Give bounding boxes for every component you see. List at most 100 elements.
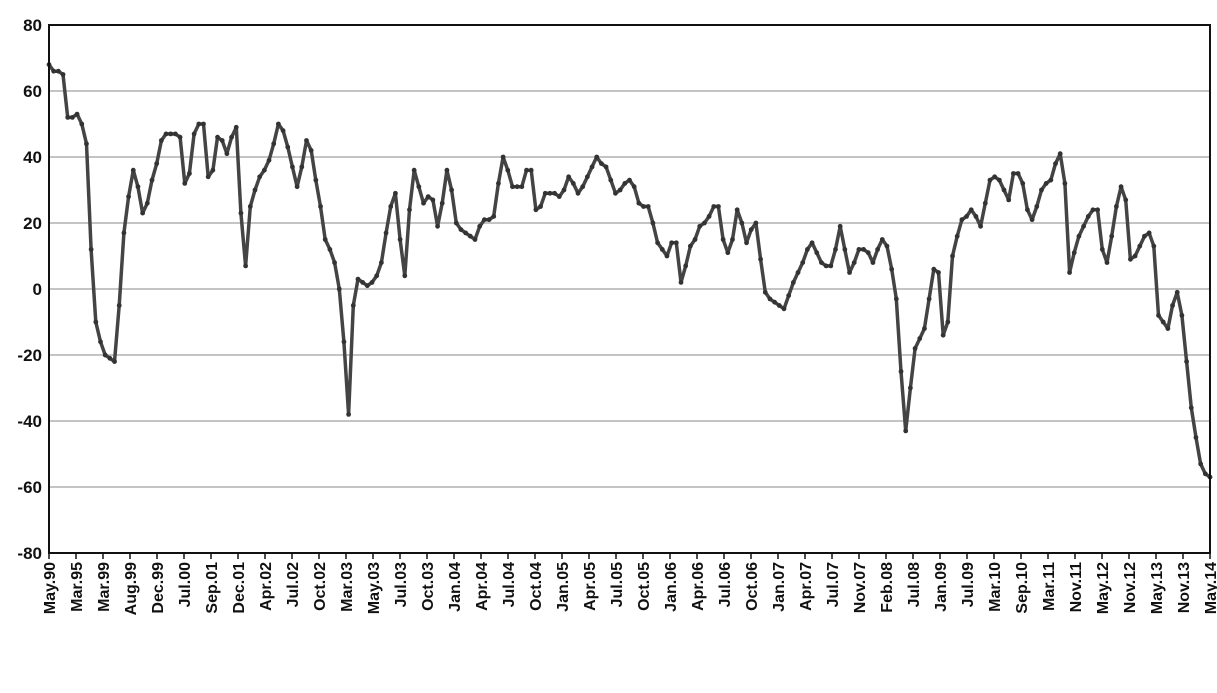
data-point	[243, 263, 249, 269]
grid-lines	[49, 90, 1210, 488]
data-point	[158, 138, 164, 143]
data-point	[837, 223, 843, 229]
data-point	[650, 220, 656, 226]
data-point	[561, 187, 567, 193]
data-point	[992, 174, 998, 180]
x-tick-label: Jan.07	[771, 562, 788, 612]
data-point	[655, 240, 660, 246]
data-point	[870, 260, 876, 265]
data-point	[70, 115, 75, 120]
data-point	[472, 237, 478, 242]
x-tick-label: Oct.04	[528, 562, 545, 611]
data-point	[210, 167, 216, 173]
data-point	[819, 260, 824, 265]
data-point	[318, 204, 323, 209]
data-point	[725, 250, 731, 256]
data-point	[425, 194, 431, 200]
data-point	[1151, 243, 1157, 249]
data-point	[219, 138, 225, 143]
data-point	[1156, 313, 1161, 318]
data-point	[378, 260, 384, 265]
data-point	[411, 167, 417, 173]
data-point	[603, 164, 609, 170]
data-point	[285, 144, 291, 150]
data-point	[687, 243, 693, 249]
data-point	[1109, 233, 1115, 239]
data-point	[1174, 289, 1180, 295]
data-point	[60, 72, 66, 77]
data-point	[271, 141, 277, 147]
data-point	[898, 369, 904, 374]
data-point	[556, 194, 562, 200]
data-point	[781, 306, 787, 312]
data-point	[1146, 230, 1152, 236]
data-point	[397, 237, 403, 242]
data-point	[453, 220, 459, 226]
data-point	[458, 227, 464, 233]
x-tick-label: Jul.07	[825, 562, 842, 607]
x-tick-label: Nov.11	[1068, 562, 1085, 613]
data-point	[112, 359, 117, 364]
data-point	[172, 131, 178, 137]
data-point	[861, 247, 866, 252]
data-point	[407, 207, 412, 213]
data-point	[1142, 233, 1147, 239]
x-tick-label: Dec.99	[150, 562, 167, 614]
data-point	[730, 237, 735, 242]
data-point	[851, 260, 857, 265]
data-point	[364, 283, 370, 289]
data-point	[659, 247, 665, 252]
data-point	[978, 223, 984, 229]
data-point	[636, 200, 642, 206]
data-point	[734, 207, 740, 213]
x-tick-label: Oct.03	[420, 562, 437, 611]
data-point	[669, 240, 675, 246]
x-tick-label: Nov.12	[1122, 562, 1139, 613]
data-point	[304, 138, 309, 143]
data-point	[542, 190, 548, 196]
data-point	[519, 184, 525, 190]
data-point	[257, 174, 263, 180]
data-point	[524, 167, 529, 173]
data-point	[926, 296, 932, 302]
x-tick-label: Jan.04	[447, 562, 464, 612]
data-point	[692, 237, 698, 242]
data-point	[954, 233, 960, 239]
x-tick-label: Apr.06	[690, 562, 707, 611]
x-tick-label: Jul.05	[609, 562, 626, 607]
data-point	[762, 289, 768, 295]
data-point	[374, 273, 380, 279]
data-point	[130, 167, 136, 173]
data-point	[74, 111, 80, 117]
data-point	[996, 177, 1002, 183]
x-tick-label: Jul.04	[501, 562, 518, 607]
data-point	[1095, 207, 1101, 213]
data-point	[893, 296, 899, 302]
data-point	[804, 247, 810, 252]
data-point	[1062, 181, 1068, 186]
data-point	[1067, 270, 1072, 275]
data-point	[987, 177, 993, 183]
data-point	[332, 260, 337, 265]
data-point	[748, 227, 754, 233]
data-point	[959, 217, 965, 223]
data-point	[191, 131, 197, 137]
data-point	[369, 280, 375, 285]
data-point	[1076, 233, 1082, 239]
data-point	[716, 204, 721, 209]
data-point	[641, 204, 646, 209]
data-point	[187, 171, 192, 176]
data-point	[79, 121, 85, 127]
x-tick-label: Jan.05	[555, 562, 572, 612]
data-point	[430, 197, 436, 203]
data-point	[1118, 184, 1124, 190]
data-point	[201, 121, 206, 127]
data-point	[1029, 217, 1035, 223]
data-point	[697, 223, 703, 229]
data-point	[1128, 256, 1133, 262]
data-point	[177, 134, 183, 140]
data-point	[98, 339, 103, 345]
data-point	[477, 223, 483, 229]
data-point	[205, 174, 211, 180]
data-point	[1034, 204, 1040, 209]
